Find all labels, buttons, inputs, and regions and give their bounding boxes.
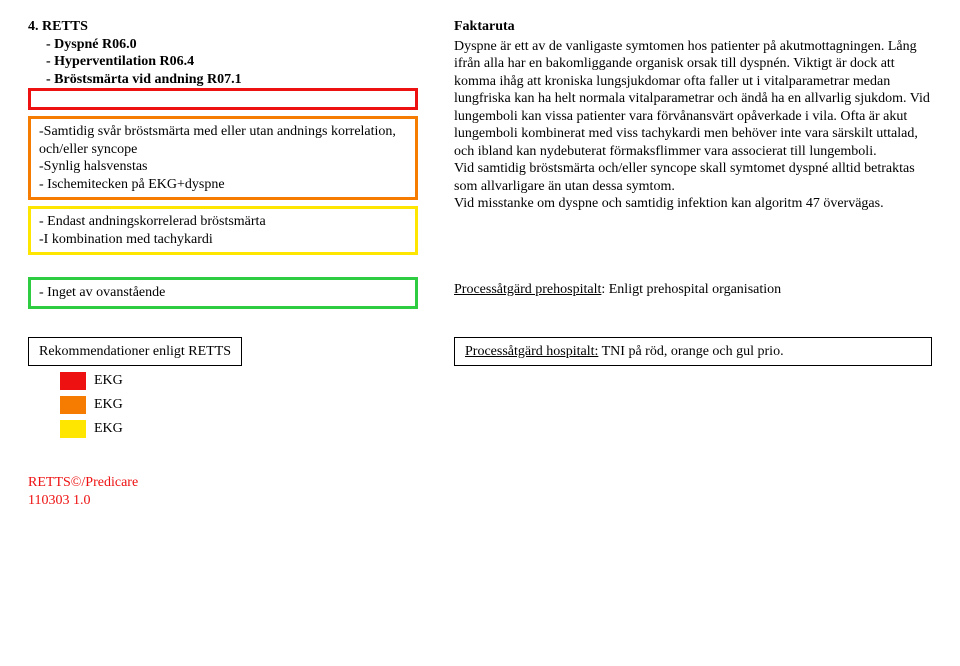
yellow-box: - Endast andningskorrelerad bröstsmärta … [28, 206, 418, 255]
red-square-icon [60, 372, 86, 390]
heading-title: RETTS [42, 19, 88, 34]
orange-square-icon [60, 396, 86, 414]
recommendations-title: Rekommendationer enligt RETTS [28, 337, 242, 367]
rec-yellow-label: EKG [94, 421, 123, 436]
yellow-square-icon [60, 420, 86, 438]
process-prehosp-label: Processåtgärd prehospitalt [454, 282, 601, 297]
process-hosp-box: Processåtgärd hospitalt: TNI på röd, ora… [454, 337, 932, 367]
green-box: - Inget av ovanstående [28, 277, 418, 309]
heading-number: 4. [28, 19, 39, 34]
rec-orange-label: EKG [94, 397, 123, 412]
heading-sub1: - Dyspné R06.0 [28, 36, 418, 54]
rec-item-yellow: EKG [60, 420, 418, 438]
heading-sub3: - Bröstsmärta vid andning R07.1 [28, 71, 418, 89]
faktaruta-body: Dyspne är ett av de vanligaste symtomen … [454, 38, 932, 213]
red-box [28, 88, 418, 110]
process-prehosp-text: : Enligt prehospital organisation [601, 282, 781, 297]
process-hosp-text: TNI på röd, orange och gul prio. [598, 344, 783, 359]
rec-item-red: EKG [60, 372, 418, 390]
orange-box: -Samtidig svår bröstsmärta med eller uta… [28, 116, 418, 200]
faktaruta-title: Faktaruta [454, 18, 932, 36]
footer-line2: 110303 1.0 [28, 492, 932, 510]
footer-line1: RETTS©/Predicare [28, 474, 932, 492]
rec-red-label: EKG [94, 373, 123, 388]
process-hosp-label: Processåtgärd hospitalt: [465, 344, 598, 359]
rec-item-orange: EKG [60, 396, 418, 414]
heading-sub2: - Hyperventilation R06.4 [28, 53, 418, 71]
